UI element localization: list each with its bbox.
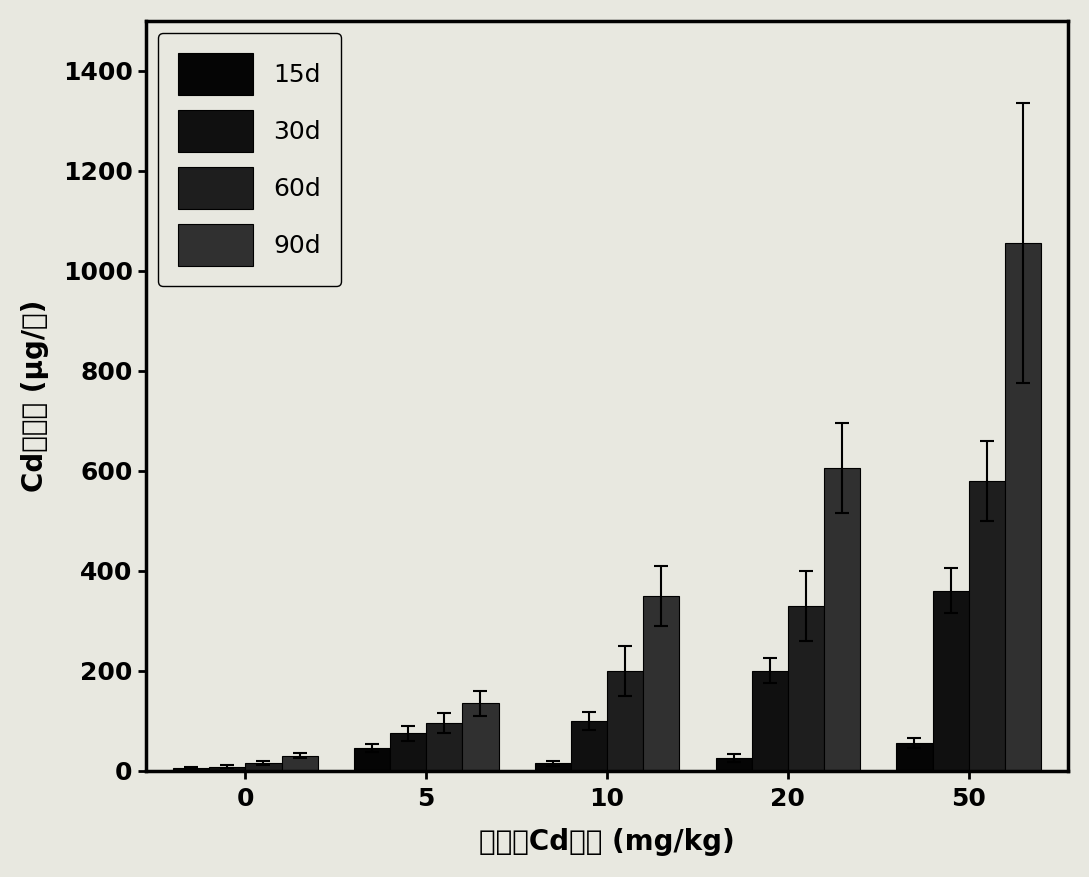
Bar <box>390 733 426 771</box>
Bar <box>751 671 787 771</box>
Bar <box>173 768 209 771</box>
Bar <box>715 759 751 771</box>
Bar <box>426 724 463 771</box>
Bar <box>644 595 680 771</box>
Y-axis label: Cd累积量 (μg/株): Cd累积量 (μg/株) <box>21 300 49 492</box>
Bar <box>932 591 969 771</box>
Bar <box>969 481 1005 771</box>
Bar <box>824 468 860 771</box>
Bar <box>245 763 282 771</box>
Bar <box>787 606 824 771</box>
Bar <box>896 744 932 771</box>
Bar <box>209 766 245 771</box>
Bar <box>607 671 644 771</box>
Bar <box>1005 243 1041 771</box>
Bar <box>354 748 390 771</box>
X-axis label: 土壤中Cd含量 (mg/kg): 土壤中Cd含量 (mg/kg) <box>479 828 735 856</box>
Bar <box>282 756 318 771</box>
Bar <box>463 703 499 771</box>
Bar <box>571 721 607 771</box>
Legend: 15d, 30d, 60d, 90d: 15d, 30d, 60d, 90d <box>158 33 341 286</box>
Bar <box>535 763 571 771</box>
